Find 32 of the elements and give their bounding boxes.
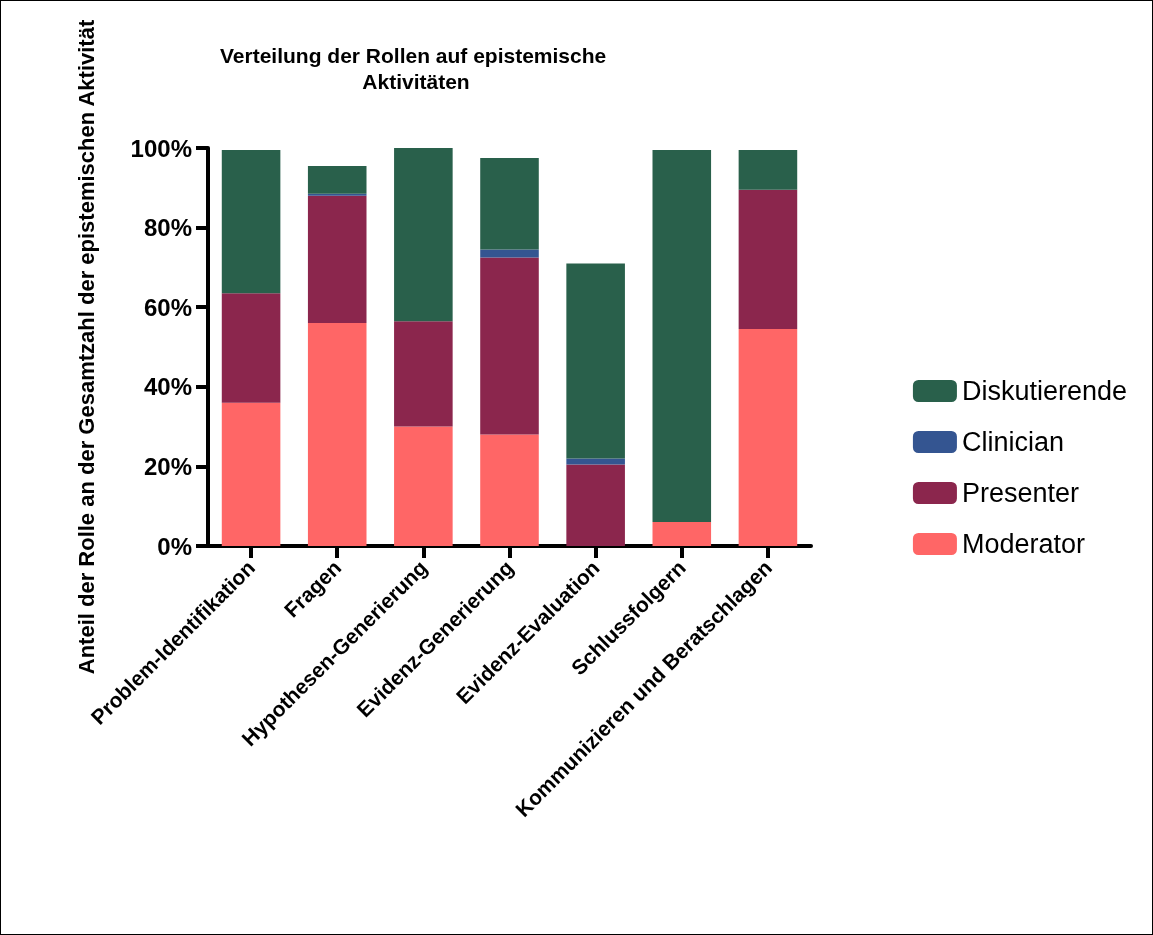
y-tick-label: 100% [130, 134, 192, 162]
bar [394, 321, 453, 427]
legend-label: Moderator [961, 529, 1085, 559]
y-tick-label: 40% [143, 373, 192, 401]
bar [221, 149, 281, 294]
bar [738, 329, 798, 546]
legend-label: Clinician [961, 427, 1064, 457]
bar [480, 434, 539, 546]
bar [566, 458, 625, 465]
bar [221, 293, 281, 403]
legend-label: Diskutierende [961, 376, 1128, 406]
bar [566, 464, 625, 546]
legend-label: Presenter [961, 478, 1079, 508]
bar [307, 323, 367, 546]
bar [480, 249, 539, 258]
chart-title: Verteilung der Rollen auf epistemische Aktivitäten [219, 43, 613, 93]
bar [394, 426, 453, 546]
bar [394, 148, 453, 322]
bar [738, 149, 798, 190]
bar [307, 195, 367, 324]
y-tick-label: 0% [157, 532, 192, 560]
bar [480, 157, 539, 250]
bar [480, 257, 539, 435]
bar [566, 263, 625, 459]
bar [221, 402, 281, 546]
bar [652, 149, 712, 523]
bar [307, 165, 367, 194]
bar [652, 522, 712, 546]
y-tick-label: 80% [143, 214, 192, 242]
y-tick-label: 20% [143, 452, 192, 480]
bar [738, 189, 798, 330]
y-tick-label: 60% [143, 293, 192, 321]
